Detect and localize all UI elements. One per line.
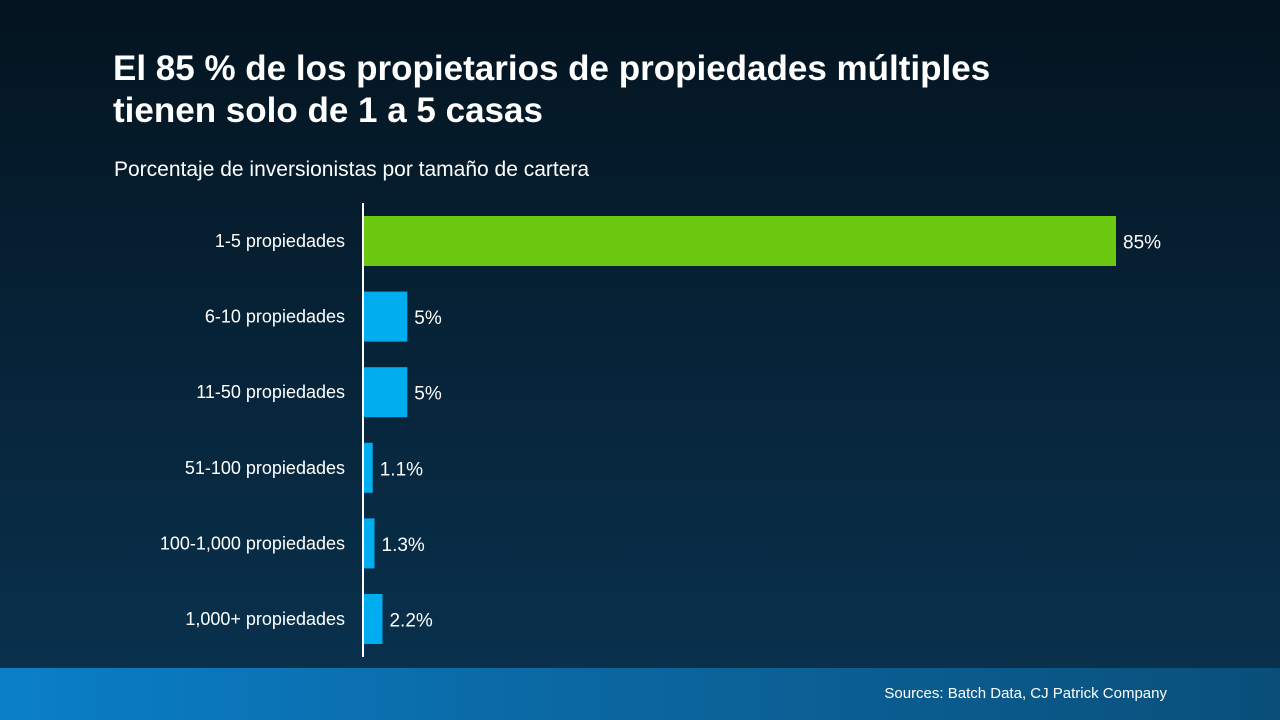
title-line-2: tienen solo de 1 a 5 casas <box>113 91 543 130</box>
chart-subtitle: Porcentaje de inversionistas por tamaño … <box>114 158 590 181</box>
data-label: 1.1% <box>380 459 423 480</box>
slide-title: El 85 % de los propietarios de propiedad… <box>113 48 1113 132</box>
category-label: 1,000+ propiedades <box>185 609 345 629</box>
category-label: 51-100 propiedades <box>185 458 345 478</box>
bar-2 <box>363 291 408 342</box>
data-label: 2.2% <box>389 611 432 632</box>
title-line-1: El 85 % de los propietarios de propiedad… <box>113 49 991 88</box>
category-label: 11-50 propiedades <box>196 382 345 402</box>
bar-6 <box>363 594 383 644</box>
data-label: 1.3% <box>382 535 425 556</box>
data-label: 5% <box>414 384 442 405</box>
category-label: 100-1,000 propiedades <box>160 533 345 553</box>
category-label: 1-5 propiedades <box>215 231 345 251</box>
category-label: 6-10 propiedades <box>205 307 345 327</box>
bar-3 <box>363 367 408 418</box>
footer-band: Sources: Batch Data, CJ Patrick Company <box>0 668 1280 720</box>
bar-4 <box>363 442 373 493</box>
bar-5 <box>363 518 375 569</box>
data-label: 85% <box>1123 233 1161 254</box>
bar-1 <box>363 216 1116 266</box>
source-note: Sources: Batch Data, CJ Patrick Company <box>884 685 1167 702</box>
data-label: 5% <box>414 308 442 329</box>
